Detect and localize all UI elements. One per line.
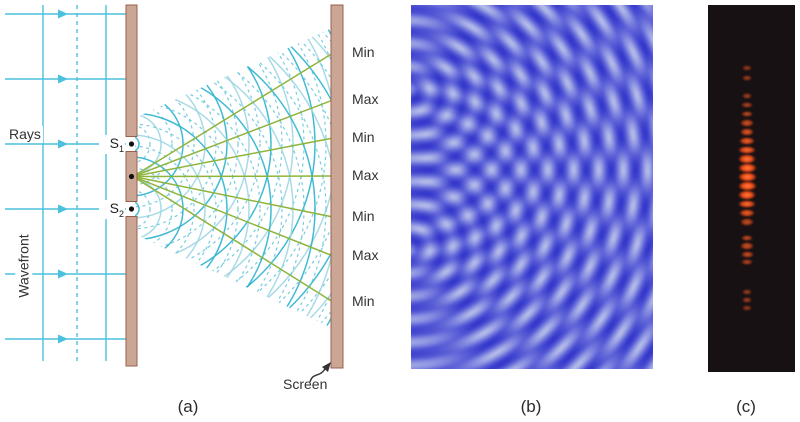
laser-fringe-dot [740, 250, 754, 258]
slit-s2-label: S2 [99, 200, 125, 219]
point-marker [128, 141, 135, 147]
laser-fringe-dot [739, 136, 755, 146]
laser-fringe-dot [738, 199, 756, 209]
slit-s1-base: S [109, 135, 119, 151]
panel-b-wave-interference-image [411, 5, 653, 369]
laser-fringe-dot [740, 110, 754, 118]
screen-label: Screen [283, 376, 328, 392]
fringe-label-min: Min [352, 44, 375, 60]
slit-s2-sub: 2 [118, 208, 124, 219]
laser-fringe-dot [741, 297, 753, 303]
laser-fringe-dot [740, 242, 754, 250]
laser-fringe-dot [741, 75, 753, 81]
incident-rays [5, 9, 126, 344]
laser-fringe-dot [739, 128, 755, 136]
laser-fringe-dot [741, 101, 753, 109]
laser-fringe-dot [741, 258, 753, 266]
ray-arrowhead-icon [58, 74, 68, 84]
laser-fringe-dot [738, 145, 756, 155]
ray-to-max [135, 175, 332, 178]
slit-barrier [125, 4, 138, 367]
laser-fringe-dot [741, 289, 753, 295]
ray-to-min [135, 137, 332, 178]
fringe-label-max: Max [352, 167, 379, 183]
ray-arrowhead-icon [58, 204, 68, 214]
plane-wavefronts [42, 5, 107, 361]
laser-fringe-dot [737, 181, 757, 191]
slit-s1-sub: 1 [118, 143, 124, 154]
ray-arrowhead-icon [58, 269, 68, 279]
laser-fringe-dot [739, 208, 755, 218]
laser-fringe-dot [742, 305, 752, 311]
laser-fringe-dot [737, 163, 757, 173]
fringe-label-max: Max [352, 247, 379, 263]
panel-a-caption: (a) [177, 397, 199, 416]
laser-fringe-dot [737, 190, 757, 200]
fringe-label-min: Min [352, 208, 375, 224]
ray-arrowhead-icon [58, 334, 68, 344]
wave-source-2-ripples [411, 5, 653, 369]
ray-to-min [135, 175, 332, 303]
laser-fringe-dot [740, 119, 754, 127]
ray-to-max [135, 175, 332, 257]
point-marker [128, 206, 135, 212]
laser-fringe-dot [742, 65, 752, 71]
laser-fringe-dot [737, 154, 757, 164]
ray-to-max [135, 99, 332, 178]
screen [330, 4, 344, 369]
screen-pointer-arrowhead-icon [322, 362, 331, 372]
laser-fringe-dot [741, 93, 753, 99]
ray-arrowhead-icon [58, 9, 68, 19]
panel-c-caption: (c) [736, 397, 756, 416]
ray-to-min [135, 175, 332, 218]
screen-pointer-arrow [309, 368, 326, 383]
wavefront-label: Wavefront [15, 231, 33, 301]
laser-fringe-dot [740, 234, 754, 242]
rays-label: Rays [7, 126, 43, 144]
fringe-label-max: Max [352, 91, 379, 107]
laser-fringe-dot [740, 218, 754, 226]
panel-b-caption: (b) [520, 397, 542, 416]
ray-arrowhead-icon [58, 139, 68, 149]
fringe-label-min: Min [352, 129, 375, 145]
interference-pattern [135, 28, 332, 328]
point-marker [128, 173, 135, 180]
panel-a-diagram [5, 4, 344, 383]
panel-c-fringe-photo [708, 5, 795, 372]
slit-s1-label: S1 [99, 135, 125, 154]
fringe-label-min: Min [352, 293, 375, 309]
ray-to-min [135, 52, 332, 178]
slit-s2-base: S [109, 200, 119, 216]
laser-fringe-dot [737, 172, 757, 182]
